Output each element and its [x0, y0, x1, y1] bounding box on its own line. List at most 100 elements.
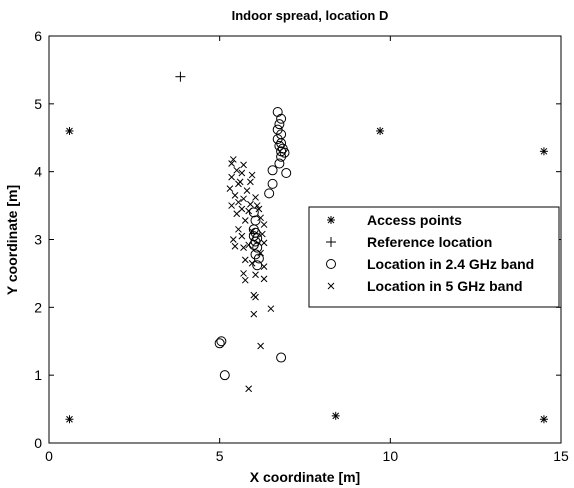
legend-marker-x	[327, 282, 335, 290]
data-point-x	[228, 173, 235, 181]
data-point-x	[247, 178, 254, 186]
data-point-x	[233, 210, 241, 218]
data-point-x	[260, 221, 268, 228]
data-point-x	[235, 180, 242, 188]
y-tick-label: 0	[34, 435, 42, 451]
data-point-circle	[214, 338, 225, 349]
data-point-circle	[276, 352, 287, 363]
data-point-circle	[253, 253, 264, 264]
legend-entry: Location in 2.4 GHz band	[326, 256, 534, 272]
legend-label: Location in 5 GHz band	[367, 278, 523, 294]
data-point-x	[252, 271, 259, 279]
data-point-x	[226, 185, 234, 192]
data-point-x	[240, 270, 247, 277]
legend-label: Location in 2.4 GHz band	[367, 256, 534, 272]
data-point-circle	[252, 260, 263, 271]
x-tick: 5	[216, 36, 224, 464]
data-point-x	[231, 242, 239, 250]
data-point-x	[250, 310, 258, 318]
data-point-x	[240, 195, 247, 203]
y-tick: 4	[34, 164, 561, 180]
data-point-x	[248, 171, 256, 179]
y-tick: 1	[34, 367, 561, 383]
data-point-x	[252, 194, 259, 201]
data-point-x	[240, 161, 247, 169]
y-tick-label: 1	[34, 367, 42, 383]
axis-ticks: 0 5 10 15 0 1 2 3 4 5 6	[34, 28, 569, 464]
data-point-circle	[276, 151, 287, 162]
data-point-x	[241, 217, 249, 224]
data-point-x	[247, 200, 254, 208]
data-point-x	[231, 192, 239, 199]
data-point-circle	[276, 138, 287, 149]
data-point-x	[245, 385, 253, 393]
x-tick: 15	[553, 36, 569, 464]
legend-box	[308, 206, 560, 308]
x-tick-label: 15	[553, 448, 569, 464]
data-point-x	[267, 305, 275, 313]
data-point-x	[241, 276, 249, 284]
data-point-x	[260, 263, 268, 270]
data-point-x	[235, 225, 242, 233]
y-tick: 6	[34, 28, 561, 44]
y-tick-label: 6	[34, 28, 42, 44]
data-point-circle	[267, 165, 278, 176]
data-point-x	[238, 232, 246, 240]
y-tick: 0	[34, 435, 561, 451]
data-point-circle	[276, 113, 287, 124]
y-axis-label: Y coordinate [m]	[4, 185, 20, 295]
data-point-x	[229, 156, 237, 163]
data-point-x	[257, 342, 264, 350]
data-point-asterisk	[65, 415, 74, 424]
series-circle	[214, 106, 292, 381]
x-tick: 0	[45, 36, 53, 464]
legend-entry: Access points	[327, 212, 462, 228]
data-point-x	[257, 214, 264, 222]
data-point-x	[245, 241, 253, 249]
data-point-x	[248, 228, 256, 235]
data-point-x	[252, 293, 259, 301]
y-tick-label: 5	[34, 96, 42, 112]
data-point-circle	[264, 188, 275, 199]
data-point-circle	[274, 119, 285, 130]
legend-entry: Reference location	[326, 234, 492, 250]
legend-marker-circle	[326, 259, 336, 269]
x-tick-label: 10	[383, 448, 399, 464]
series-plus	[175, 71, 186, 82]
data-point-x	[255, 205, 263, 213]
data-point-asterisk	[65, 126, 74, 135]
data-point-circle	[272, 106, 283, 117]
legend: Access points Reference location Location …	[308, 206, 560, 308]
data-point-x	[258, 230, 266, 238]
data-point-x	[260, 275, 268, 283]
legend-label: Access points	[367, 212, 462, 228]
data-point-circle	[274, 140, 285, 151]
chart-title: Indoor spread, location D	[232, 8, 389, 23]
data-point-circle	[248, 207, 259, 218]
data-point-x	[228, 202, 235, 209]
data-point-x	[228, 160, 235, 167]
series-x	[226, 156, 275, 393]
data-point-circle	[219, 370, 230, 381]
data-point-asterisk	[331, 411, 340, 420]
data-point-x	[240, 244, 247, 251]
data-point-circle	[281, 168, 292, 179]
x-tick-label: 5	[216, 448, 224, 464]
data-point-circle	[216, 336, 227, 347]
data-point-x	[248, 259, 256, 267]
data-points	[65, 71, 548, 424]
y-tick: 5	[34, 96, 561, 112]
y-tick-label: 2	[34, 299, 42, 315]
x-tick: 10	[383, 36, 399, 464]
data-point-x	[257, 249, 264, 257]
data-point-asterisk	[539, 415, 548, 424]
data-point-x	[235, 198, 242, 206]
x-axis-label: X coordinate [m]	[250, 469, 360, 485]
data-point-circle	[252, 242, 263, 253]
legend-marker-plus	[326, 237, 336, 247]
legend-label: Reference location	[367, 234, 492, 250]
series-asterisk	[65, 126, 548, 424]
data-point-x	[233, 166, 241, 174]
data-point-circle	[274, 158, 285, 169]
